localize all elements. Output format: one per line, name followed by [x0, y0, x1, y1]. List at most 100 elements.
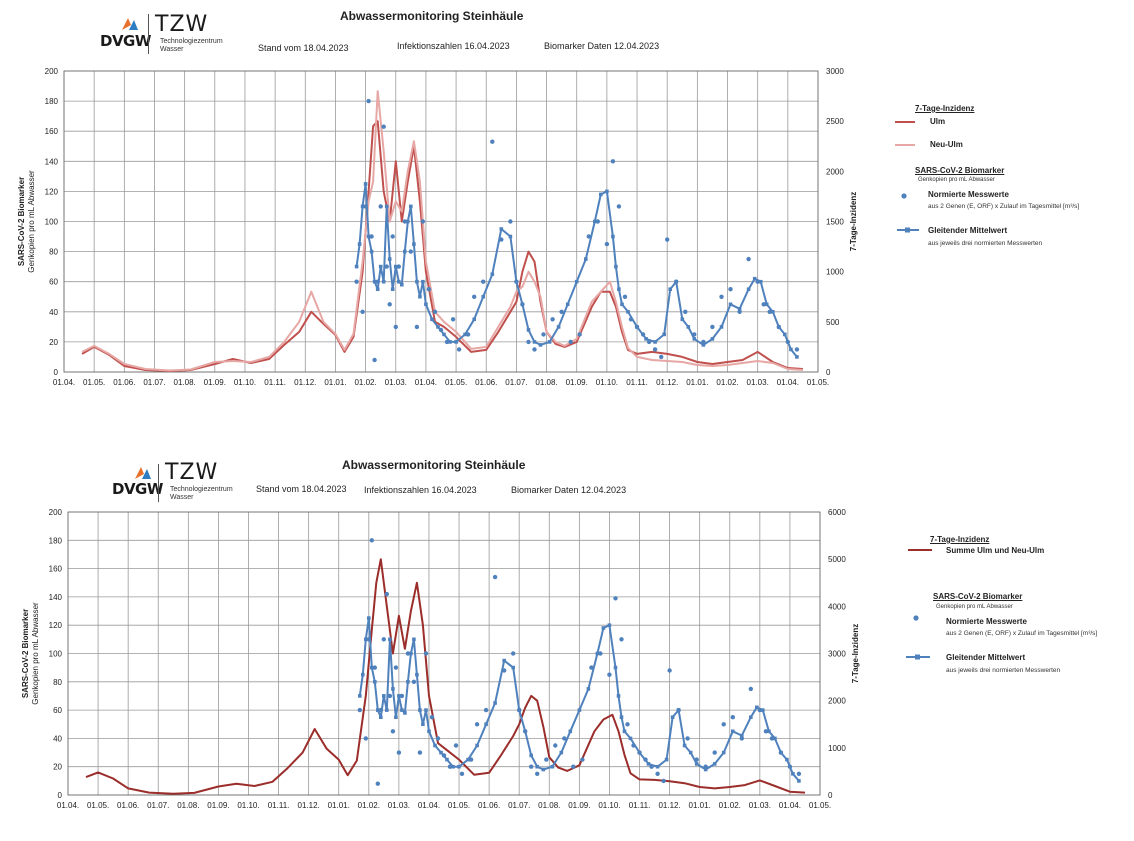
- data-point: [387, 693, 393, 699]
- chart-title: Abwassermonitoring Steinhäule: [340, 9, 524, 23]
- series-line-gleitender-mittelwert: [358, 617, 800, 782]
- y-tick-label: 140: [49, 593, 63, 602]
- x-tick-label: 01.11.: [629, 801, 651, 810]
- avg-marker: [535, 764, 539, 769]
- x-tick-label: 01.06.: [478, 801, 500, 810]
- x-tick-label: 01.04.: [57, 801, 79, 810]
- avg-marker: [605, 189, 609, 194]
- data-point: [737, 309, 742, 314]
- plot-frame: [63, 70, 819, 373]
- data-point: [728, 287, 733, 292]
- y-tick-label: 80: [49, 248, 58, 257]
- avg-marker: [372, 279, 377, 284]
- x-tick-label: 01.07.: [147, 801, 169, 810]
- data-point: [414, 324, 420, 330]
- y2-tick-label: 4000: [828, 602, 846, 611]
- data-point: [553, 743, 558, 748]
- y-tick-label: 100: [49, 650, 63, 659]
- x-tick-label: 01.11.: [264, 378, 286, 387]
- data-point: [372, 665, 377, 670]
- x-tick-label: 01.08.: [535, 378, 557, 387]
- data-point: [381, 124, 386, 129]
- data-point: [526, 339, 531, 345]
- avg-marker: [538, 343, 543, 347]
- data-point: [604, 241, 610, 247]
- data-point: [429, 715, 435, 720]
- avg-marker: [472, 317, 476, 322]
- series-line-neu-ulm: [81, 90, 803, 372]
- avg-marker: [749, 715, 753, 719]
- x-tick-label: 01.04.: [418, 801, 440, 810]
- dvgw-logo-mark: [122, 18, 138, 30]
- legend-biomarker-sub: Genkopien pro mL Abwasser: [936, 604, 1013, 610]
- x-tick-label: 01.05.: [83, 378, 105, 387]
- y-tick-label: 160: [45, 127, 59, 136]
- x-tick-label: 01.10.: [234, 378, 256, 387]
- x-tick-label: 01.09.: [204, 378, 226, 387]
- data-point: [541, 332, 546, 337]
- x-tick-label: 01.03.: [388, 801, 410, 810]
- dvgw-logo: DVGW: [112, 480, 163, 498]
- avg-marker: [532, 340, 537, 344]
- avg-marker: [688, 750, 693, 755]
- y2-tick-label: 500: [826, 318, 840, 327]
- x-tick-label: 01.07.: [505, 378, 527, 387]
- x-tick-label: 01.11.: [268, 801, 290, 810]
- avg-marker: [529, 753, 533, 758]
- data-point: [423, 651, 429, 656]
- y-tick-label: 60: [49, 278, 58, 287]
- data-point: [616, 204, 622, 209]
- y-tick-label: 0: [58, 791, 63, 800]
- tzw-logo: TZW: [155, 12, 209, 37]
- data-point: [456, 347, 462, 352]
- x-tick-label: 01.10.: [237, 801, 259, 810]
- avg-marker: [502, 658, 506, 663]
- avg-marker: [785, 757, 789, 762]
- avg-marker: [493, 701, 497, 705]
- avg-marker: [490, 272, 495, 276]
- avg-marker: [415, 279, 419, 284]
- data-point: [763, 729, 769, 734]
- plot-frame: [67, 511, 821, 796]
- avg-marker: [556, 325, 561, 329]
- data-point: [417, 750, 423, 755]
- avg-marker: [390, 287, 395, 291]
- avg-marker: [637, 750, 642, 755]
- data-point: [354, 279, 359, 284]
- avg-marker: [421, 722, 425, 726]
- y2-tick-label: 0: [826, 368, 831, 377]
- avg-marker: [550, 764, 555, 769]
- data-point: [363, 736, 368, 741]
- avg-marker: [387, 257, 392, 261]
- y-tick-label: 200: [49, 508, 63, 517]
- avg-marker: [517, 708, 521, 712]
- x-tick-label: 01.04.: [53, 378, 75, 387]
- data-point: [550, 317, 555, 322]
- avg-marker: [668, 287, 672, 291]
- data-point: [366, 98, 371, 104]
- avg-marker: [448, 340, 452, 344]
- avg-marker: [514, 279, 519, 284]
- y-axis-title: SARS-CoV-2 Biomarker: [17, 177, 26, 266]
- data-point: [393, 665, 399, 670]
- legend-line-neu-ulm: [895, 144, 915, 146]
- avg-marker: [397, 279, 401, 284]
- data-point: [622, 294, 628, 299]
- legend-line-ulm: [895, 121, 915, 123]
- y-tick-label: 120: [49, 621, 63, 630]
- x-tick-label: 01.08.: [174, 378, 196, 387]
- x-tick-label: 01.06.: [117, 801, 139, 810]
- data-point: [360, 309, 365, 314]
- avg-marker: [388, 637, 392, 642]
- avg-marker: [721, 750, 726, 755]
- legend-label-points: Normierte Messwerte: [946, 617, 1027, 626]
- x-tick-label: 01.09.: [566, 378, 588, 387]
- logo-divider: [158, 464, 159, 502]
- avg-marker: [357, 242, 362, 246]
- legend-label-ulm: Ulm: [930, 117, 946, 126]
- y-tick-label: 0: [54, 368, 59, 377]
- y2-tick-label: 1500: [826, 218, 844, 227]
- y2-tick-label: 6000: [828, 508, 846, 517]
- x-tick-label: 01.12.: [298, 801, 320, 810]
- tzw-logo-sub2: Wasser: [170, 494, 194, 501]
